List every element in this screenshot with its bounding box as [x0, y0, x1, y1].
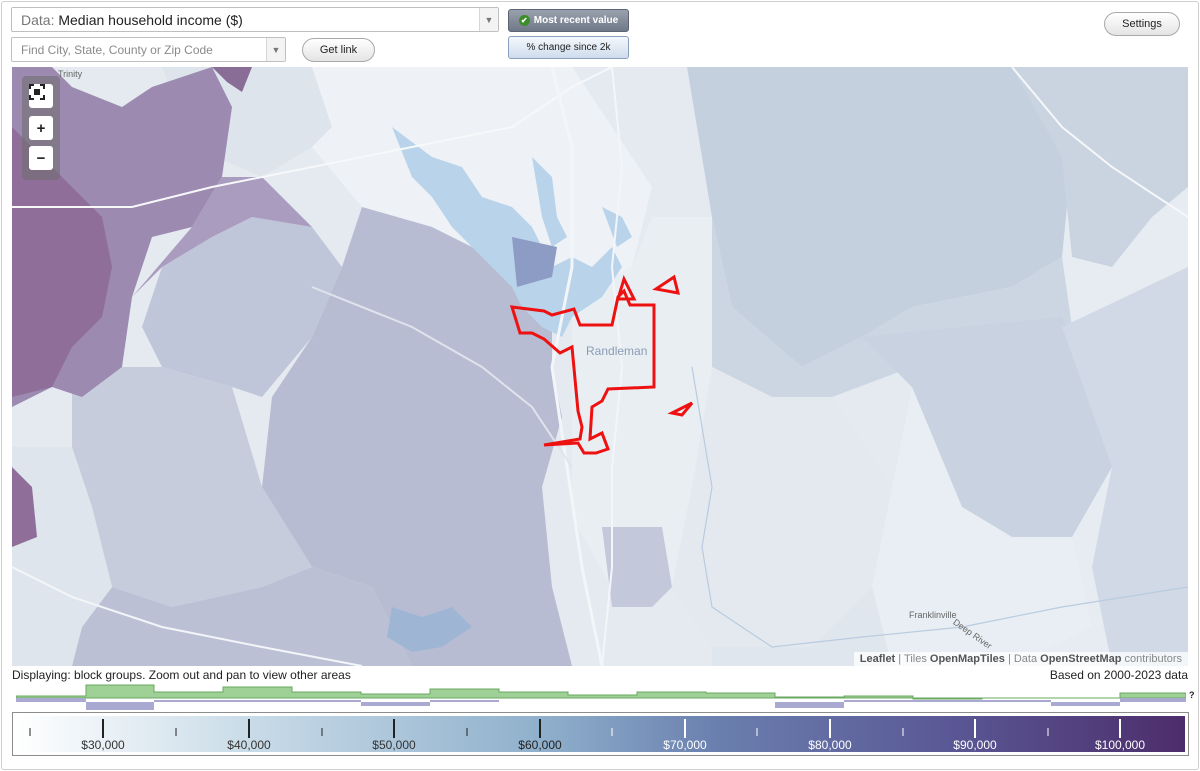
legend-label: $90,000	[953, 738, 997, 752]
legend-label: $40,000	[227, 738, 271, 752]
settings-button[interactable]: Settings	[1104, 12, 1180, 36]
value-histogram	[16, 684, 1186, 710]
color-legend: $30,000 $40,000 $50,000 $60,000 $70,000 …	[12, 712, 1189, 756]
leaflet-link[interactable]: Leaflet	[859, 653, 896, 665]
legend-label: $100,000	[1095, 738, 1145, 752]
chevron-down-icon[interactable]: ▼	[266, 38, 285, 61]
data-range-note: Based on 2000-2023 data	[1049, 668, 1188, 682]
legend-label: $60,000	[518, 738, 562, 752]
most-recent-toggle[interactable]: ✔ Most recent value	[508, 9, 629, 32]
map-attribution: Leaflet | Tiles OpenMapTiles | Data Open…	[853, 652, 1188, 666]
location-search[interactable]: ▼	[11, 37, 286, 62]
place-label-randleman: Randleman	[586, 344, 648, 358]
place-label-trinity: Trinity	[58, 69, 83, 79]
legend-label: $30,000	[81, 738, 125, 752]
legend-ticks	[29, 719, 1121, 738]
zoom-in-icon[interactable]: +	[29, 116, 53, 140]
get-link-button[interactable]: Get link	[302, 38, 375, 62]
displaying-note: Displaying: block groups. Zoom out and p…	[12, 668, 351, 682]
chevron-down-icon[interactable]: ▼	[479, 8, 498, 31]
zoom-out-icon[interactable]: −	[29, 146, 53, 170]
place-label-franklinville: Franklinville	[909, 610, 957, 620]
openmaptiles-link[interactable]: OpenMapTiles	[929, 653, 1005, 665]
data-select[interactable]: Data: Median household income ($) ▼	[11, 7, 499, 32]
legend-label: $70,000	[663, 738, 707, 752]
choropleth-layer	[12, 67, 1188, 666]
data-select-value: Data: Median household income ($)	[21, 12, 243, 28]
legend-label: $50,000	[372, 738, 416, 752]
percent-change-toggle[interactable]: % change since 2k	[508, 36, 629, 59]
openstreetmap-link[interactable]: OpenStreetMap	[1040, 653, 1122, 665]
fullscreen-icon[interactable]	[29, 84, 53, 108]
checkmark-icon: ✔	[518, 15, 530, 26]
search-input[interactable]	[12, 38, 266, 61]
legend-scale: $30,000 $40,000 $50,000 $60,000 $70,000 …	[16, 716, 1185, 752]
legend-label: $80,000	[808, 738, 852, 752]
zoom-controls: + −	[22, 76, 60, 180]
histogram-unknown-marker: ?	[1189, 690, 1195, 700]
map-view[interactable]: Randleman Trinity Franklinville Deep Riv…	[12, 67, 1188, 666]
